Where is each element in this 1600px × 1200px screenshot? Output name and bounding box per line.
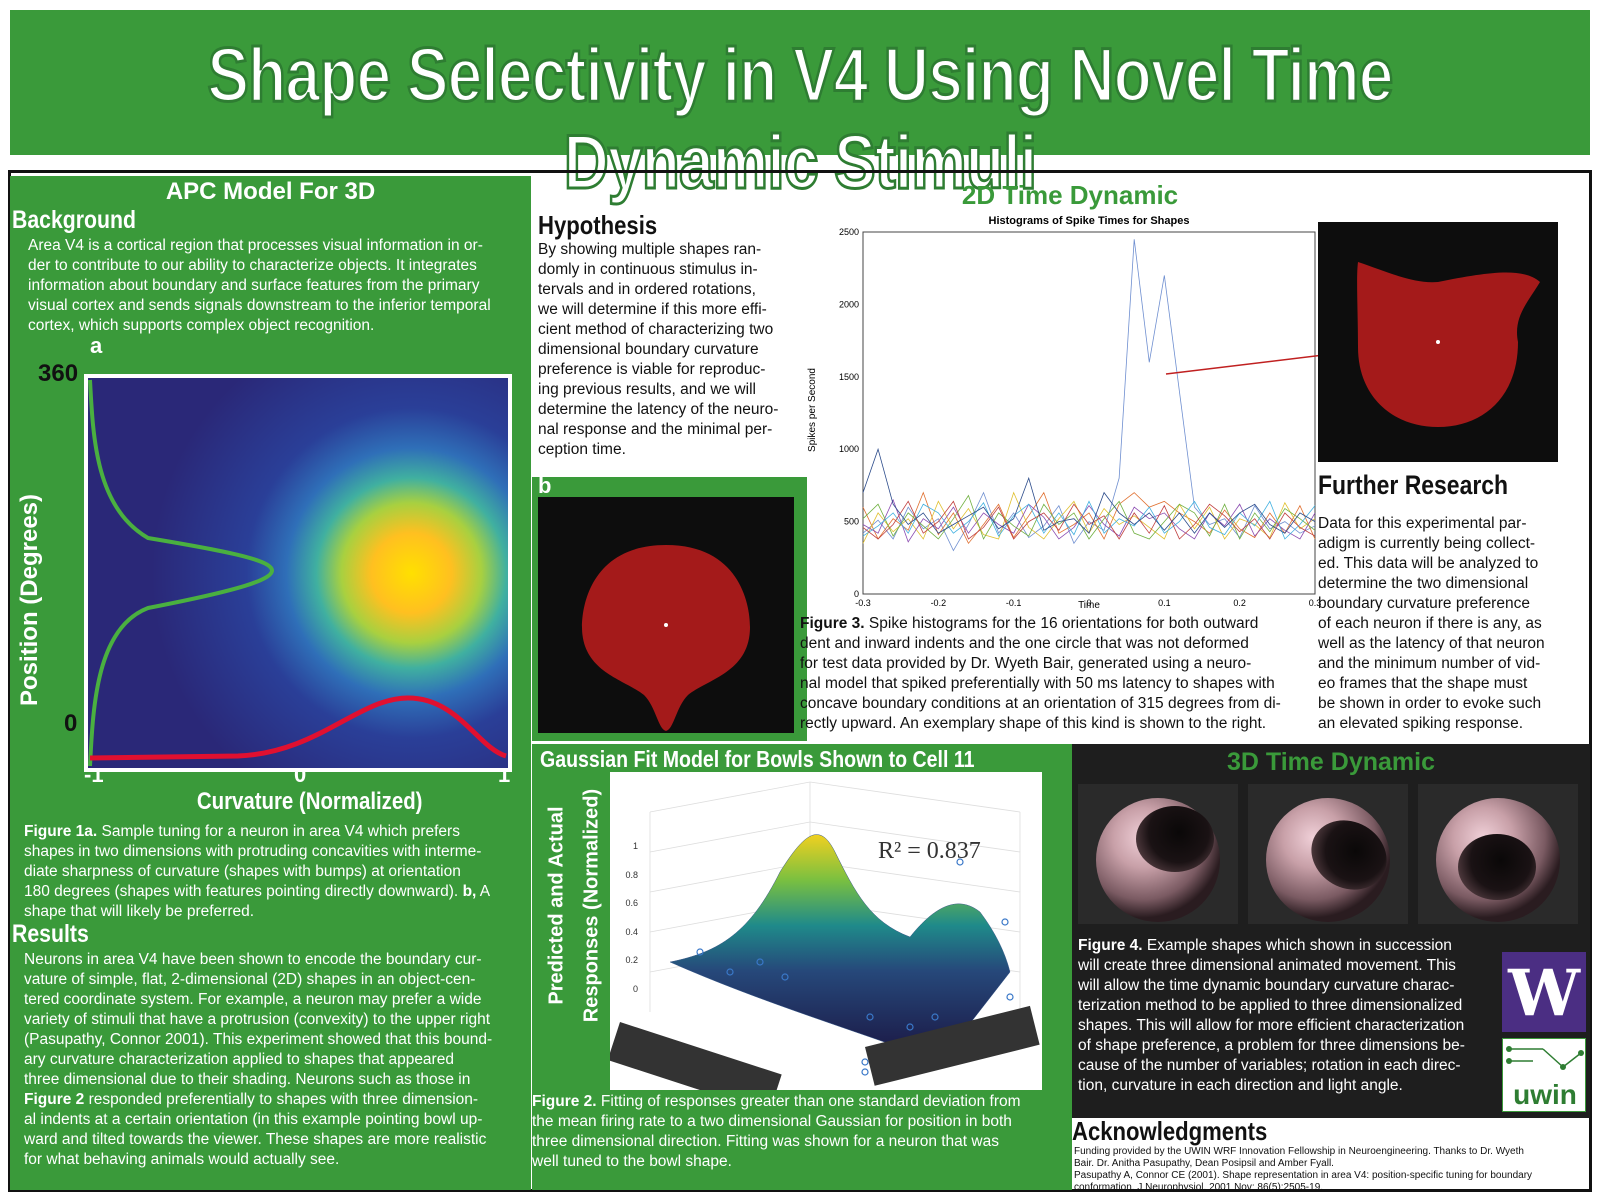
further-heading: Further Research [1318,470,1509,500]
curvature-tuning-curve [89,695,507,761]
background-text: Area V4 is a cortical region that proces… [28,237,491,334]
dynamic3d-panel: 3D Time Dynamic Figure 4. Example shapes… [1072,744,1590,1118]
spike-series [862,239,1316,552]
fig-b-label: b [538,473,552,498]
y-tick-labels: 0 500 1000 1500 2000 2500 [839,227,859,599]
r-squared-label: R² = 0.837 [878,838,981,864]
x-tick-label: -0.1 [1006,598,1022,608]
gaussian-panel: Gaussian Fit Model for Bowls Shown to Ce… [532,744,1072,1190]
uw-logo: W [1502,952,1586,1032]
gauss-y-label-1: Predicted and Actual [545,806,568,1005]
x-tick-label: -0.3 [855,598,871,608]
gaussian-surface [669,834,1011,1063]
chart-title: Histograms of Spike Times for Shapes [989,215,1190,227]
results-heading: Results [12,920,89,948]
poster-frame [8,170,1592,1192]
x-tick-labels: -0.3 -0.2 -0.1 0 0.1 0.2 0.3 [855,598,1321,608]
dynamic2d-heading: 2D Time Dynamic [961,180,1179,210]
background-heading: Background [12,206,136,234]
ack-text: Funding provided by the UWIN WRF Innovat… [1074,1146,1533,1193]
hypothesis-text: By showing multiple shapes ran- domly in… [538,241,779,458]
fig3-caption: Figure 3. Spike histograms for the 16 or… [800,615,1281,732]
plot-area [862,231,1316,595]
y-tick-label: 1000 [839,444,859,454]
dynamic3d-heading: 3D Time Dynamic [1227,748,1435,776]
spike-series-line [862,239,1316,552]
fig2-caption: Figure 2. Fitting of responses greater t… [532,1093,1021,1170]
stimulus-shape-b [538,497,794,733]
spike-series-line [862,494,1316,540]
y-tick-0: 0 [64,710,78,737]
x-axis-label: Curvature (Normalized) [197,788,423,815]
bumped-circle-shape [582,545,750,731]
hypothesis-heading: Hypothesis [538,210,658,240]
bowl-thumbnails-right [865,1005,1040,1086]
y-axis-title: Spikes per Second [807,368,818,452]
position-tuning-curve [88,379,274,767]
x-tick-label: 0.2 [1233,598,1246,608]
spike-series-line [862,491,1316,545]
x-tick-label: 0.3 [1309,598,1322,608]
bowl-shape-3 [1418,784,1578,924]
x-tick-label: -0.2 [931,598,947,608]
gauss-heading: Gaussian Fit Model for Bowls Shown to Ce… [540,746,975,772]
gaussian-surface-plot: R² = 0.837 1 0.8 0.6 0.4 0.2 0 [607,772,1042,1113]
x-tick-label: 0 [1086,598,1091,608]
figure-b-panel: b [532,473,807,741]
title-banner: Shape Selectivity in V4 Using Novel Time… [10,10,1590,207]
ack-heading: Acknowledgments [1072,1116,1268,1146]
spike-series-line [862,500,1316,540]
fixation-point [664,623,668,627]
y-tick-label: 2000 [839,299,859,309]
y-tick-label: 0 [854,589,859,599]
z-tick-labels: 1 0.8 0.6 0.4 0.2 0 [625,841,638,994]
y-axis-label: Position (Degrees) [16,493,43,707]
spike-series-line [862,447,1316,534]
tuning-heatmap [84,374,512,772]
spike-histogram-chart: Histograms of Spike Times for Shapes 0 50… [807,215,1321,610]
stimulus-shape-exemplar [1318,222,1558,462]
spike-series-line [862,498,1316,543]
bowl-thumbnails-left [607,1022,782,1113]
results-text: Neurons in area V4 have been shown to en… [24,951,493,1168]
fig1-caption: Figure 1a. Sample tuning for a neuron in… [24,823,491,920]
bowl-shape-1 [1078,784,1238,924]
fig4-caption: Figure 4. Example shapes which shown in … [1078,937,1465,1094]
fig-a-label: a [90,333,103,358]
fixation-point [1436,340,1440,344]
x-axis-title: Time [1078,600,1100,610]
apc-heading: APC Model For 3D [165,178,376,205]
y-tick-label: 500 [844,517,859,527]
uwin-logo: uwin [1502,1038,1586,1112]
poster-title: Shape Selectivity in V4 Using Novel Time… [206,32,1394,207]
y-tick-label: 2500 [839,227,859,237]
bowl-shape-2 [1248,784,1408,924]
x-tick-label: 0.1 [1158,598,1171,608]
further-text: Data for this experimental par- adigm is… [1318,515,1545,732]
gauss-y-label-2: Responses (Normalized) [580,788,603,1023]
y-tick-360: 360 [38,360,79,387]
exemplar-shape [1357,262,1540,427]
y-tick-label: 1500 [839,372,859,382]
